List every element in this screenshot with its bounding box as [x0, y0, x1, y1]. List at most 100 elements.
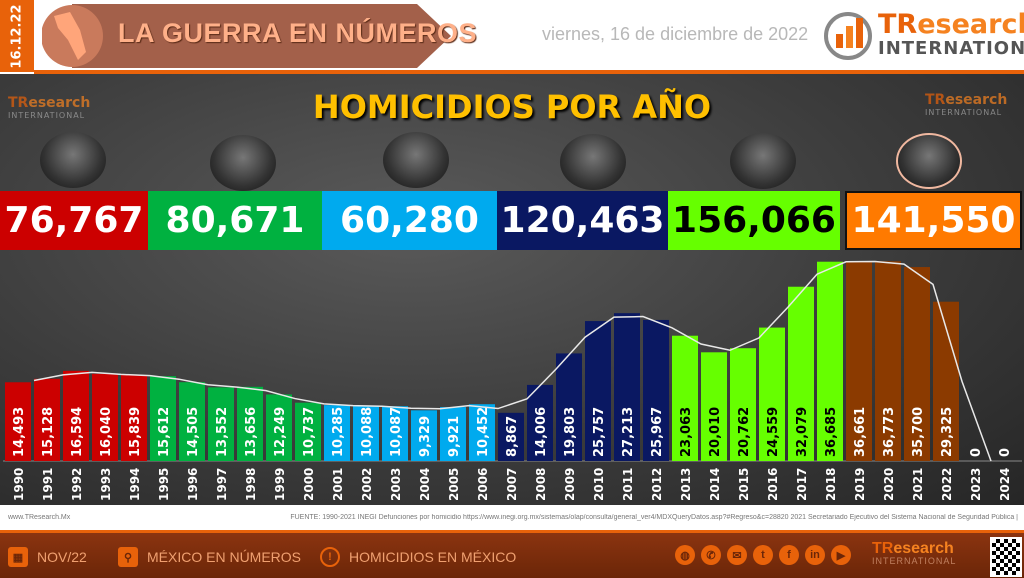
bar-label-2006: 10,452 — [476, 407, 491, 457]
bar-2015 — [730, 348, 756, 461]
bar-2006 — [469, 404, 495, 461]
bar-1991 — [34, 378, 60, 461]
logo-international: INTERNATIONAL — [8, 111, 86, 120]
summary-value: 60,280 — [340, 200, 479, 241]
bar-label-2017: 32,079 — [795, 407, 810, 457]
bar-2009 — [556, 353, 582, 461]
source-bar: www.TResearch.Mx FUENTE: 1990-2021 INEGI… — [0, 505, 1024, 530]
year-label-2010: 2010 — [592, 468, 606, 501]
bar-1999 — [266, 394, 292, 461]
summary-box-4: 120,463 — [497, 191, 668, 250]
bar-2003 — [382, 406, 408, 461]
year-label-2023: 2023 — [969, 468, 983, 501]
bar-label-2013: 23,063 — [679, 407, 694, 457]
bar-label-1999: 12,249 — [273, 407, 288, 457]
logo-tr: TR — [872, 540, 894, 557]
bar-label-2024: 0 — [998, 448, 1013, 457]
president-photo-3 — [383, 132, 449, 188]
footer-mexico-link[interactable]: ⚲ MÉXICO EN NÚMEROS — [118, 547, 301, 567]
year-label-2024: 2024 — [998, 468, 1012, 501]
logo-international: INTERNATIONAL — [878, 38, 1024, 59]
year-label-2022: 2022 — [940, 468, 954, 501]
logo-footer: TResearch INTERNATIONAL — [872, 541, 956, 566]
twitter-icon[interactable]: t — [753, 545, 773, 565]
bar-label-1993: 16,040 — [99, 407, 114, 457]
bar-label-2003: 10,087 — [389, 407, 404, 457]
year-label-1996: 1996 — [186, 468, 200, 501]
linkedin-icon[interactable]: in — [805, 545, 825, 565]
bar-label-2000: 10,737 — [302, 407, 317, 457]
year-label-2014: 2014 — [708, 468, 722, 501]
phone-icon[interactable]: ✆ — [701, 545, 721, 565]
summary-box-6: 141,550 — [845, 191, 1022, 250]
bar-2001 — [324, 405, 350, 461]
president-photo-6 — [896, 133, 962, 189]
year-label-2005: 2005 — [447, 468, 461, 501]
divider — [34, 70, 1024, 74]
qr-code[interactable] — [990, 537, 1022, 577]
year-label-2007: 2007 — [505, 468, 519, 501]
bar-2012 — [643, 319, 669, 461]
footer: ▦ NOV/22 ⚲ MÉXICO EN NÚMEROS ! HOMICIDIOS E… — [0, 530, 1024, 578]
bar-label-2020: 36,773 — [882, 407, 897, 457]
logo-research: esearch — [28, 95, 91, 111]
summary-box-2: 80,671 — [148, 191, 322, 250]
bar-2018 — [817, 261, 843, 461]
mail-icon[interactable]: ✉ — [727, 545, 747, 565]
date-badge: 16.12.22 — [0, 0, 34, 72]
bar-label-2018: 36,685 — [824, 407, 839, 457]
year-label-2020: 2020 — [882, 468, 896, 501]
footer-date: ▦ NOV/22 — [8, 547, 87, 567]
year-label-2003: 2003 — [389, 468, 403, 501]
bar-2021 — [904, 267, 930, 461]
logo-tr: TR — [8, 95, 29, 111]
year-label-1999: 1999 — [273, 468, 287, 501]
summary-box-3: 60,280 — [322, 191, 497, 250]
year-label-1998: 1998 — [244, 468, 258, 501]
bar-label-2002: 10,088 — [360, 407, 375, 457]
bar-2005 — [440, 407, 466, 461]
bar-2008 — [527, 384, 553, 461]
bar-2011 — [614, 313, 640, 461]
bar-label-1998: 13,656 — [244, 407, 259, 457]
bar-2004 — [411, 410, 437, 461]
bar-label-1992: 16,594 — [70, 407, 85, 457]
bar-2017 — [788, 286, 814, 461]
year-label-1991: 1991 — [41, 468, 55, 501]
year-label-2016: 2016 — [766, 468, 780, 501]
year-label-1993: 1993 — [99, 468, 113, 501]
footer-mexico-text: MÉXICO EN NÚMEROS — [147, 549, 302, 565]
facebook-icon[interactable]: f — [779, 545, 799, 565]
bar-1996 — [179, 382, 205, 461]
bar-label-2015: 20,762 — [737, 407, 752, 457]
year-label-1994: 1994 — [128, 468, 142, 501]
calendar-icon: ▦ — [8, 547, 28, 567]
trend-line — [33, 260, 992, 462]
bar-label-2011: 27,213 — [621, 407, 636, 457]
bar-label-2014: 20,010 — [708, 407, 723, 457]
year-label-2013: 2013 — [679, 468, 693, 501]
bar-2007 — [498, 412, 524, 461]
logo-header: TResearch INTERNATIONAL — [822, 10, 1024, 60]
banner-title: LA GUERRA EN NÚMEROS — [118, 18, 478, 48]
logo-tr: TR — [925, 92, 946, 108]
globe-icon[interactable]: ◍ — [675, 545, 695, 565]
year-label-2002: 2002 — [360, 468, 374, 501]
logo-research: esearch — [917, 9, 1024, 40]
year-label-2004: 2004 — [418, 468, 432, 501]
year-label-1992: 1992 — [70, 468, 84, 501]
bar-label-2019: 36,661 — [853, 407, 868, 457]
bar-1992 — [63, 370, 89, 461]
youtube-icon[interactable]: ▶ — [831, 545, 851, 565]
bar-label-2016: 24,559 — [766, 407, 781, 457]
bar-label-2001: 10,285 — [331, 407, 346, 457]
summary-value: 156,066 — [672, 200, 836, 241]
bar-label-2004: 9,329 — [418, 416, 433, 457]
year-label-2017: 2017 — [795, 468, 809, 501]
footer-homicidios-link[interactable]: ! HOMICIDIOS EN MÉXICO — [320, 547, 516, 567]
summary-value: 141,550 — [851, 200, 1016, 241]
summary-box-5: 156,066 — [668, 191, 840, 250]
bar-2010 — [585, 321, 611, 461]
bar-label-1991: 15,128 — [41, 407, 56, 457]
website-link[interactable]: www.TResearch.Mx — [8, 514, 71, 521]
